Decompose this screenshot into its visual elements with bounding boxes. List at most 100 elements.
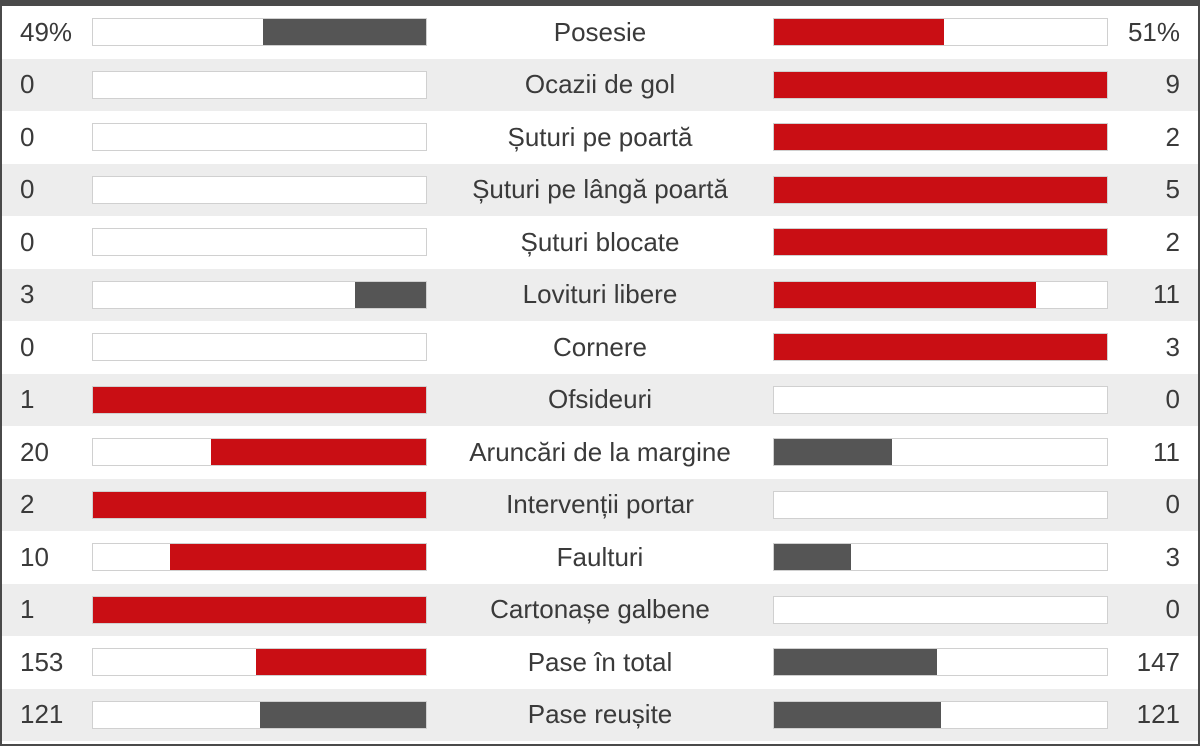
stat-row: 3 Lovituri libere 11 bbox=[2, 269, 1198, 322]
stat-bar-left bbox=[92, 543, 427, 571]
stat-value-left: 1 bbox=[2, 384, 92, 415]
stat-bar-left-fill bbox=[211, 439, 426, 465]
stat-bar-left bbox=[92, 648, 427, 676]
stat-value-right: 3 bbox=[1108, 332, 1198, 363]
stat-bar-left bbox=[92, 438, 427, 466]
stat-value-right: 11 bbox=[1108, 437, 1198, 468]
stat-row: 0 Ocazii de gol 9 bbox=[2, 59, 1198, 112]
stat-bar-right bbox=[773, 281, 1108, 309]
stat-label: Cartonașe galbene bbox=[427, 594, 773, 625]
stat-row: 1 Cartonașe galbene 0 bbox=[2, 584, 1198, 637]
stat-bar-right-fill bbox=[774, 72, 1107, 98]
stat-value-left: 10 bbox=[2, 542, 92, 573]
stat-value-right: 0 bbox=[1108, 489, 1198, 520]
stat-bar-right-fill bbox=[774, 702, 941, 728]
stat-bar-right bbox=[773, 543, 1108, 571]
stat-value-right: 51% bbox=[1108, 17, 1198, 48]
stat-value-right: 121 bbox=[1108, 699, 1198, 730]
stat-value-left: 3 bbox=[2, 279, 92, 310]
stat-value-right: 0 bbox=[1108, 594, 1198, 625]
stat-bar-left-fill bbox=[256, 649, 426, 675]
stat-bar-left-fill bbox=[170, 544, 426, 570]
stat-bar-left-fill bbox=[260, 702, 427, 728]
stat-label: Șuturi blocate bbox=[427, 227, 773, 258]
stat-bar-left bbox=[92, 701, 427, 729]
stat-bar-right bbox=[773, 386, 1108, 414]
stat-row: 0 Cornere 3 bbox=[2, 321, 1198, 374]
stat-value-right: 3 bbox=[1108, 542, 1198, 573]
stat-bar-left bbox=[92, 71, 427, 99]
stat-bar-right-fill bbox=[774, 229, 1107, 255]
stat-row: 121 Pase reușite 121 bbox=[2, 689, 1198, 742]
stat-bar-left bbox=[92, 281, 427, 309]
stat-bar-left-fill bbox=[93, 492, 426, 518]
stat-bar-right bbox=[773, 176, 1108, 204]
stat-bar-right bbox=[773, 491, 1108, 519]
stat-row: 20 Aruncări de la margine 11 bbox=[2, 426, 1198, 479]
stat-label: Șuturi pe poartă bbox=[427, 122, 773, 153]
stat-row: 0 Șuturi pe poartă 2 bbox=[2, 111, 1198, 164]
stat-bar-left bbox=[92, 491, 427, 519]
stat-row: 153Pase în total147 bbox=[2, 636, 1198, 689]
stat-value-left: 0 bbox=[2, 174, 92, 205]
stat-value-left: 0 bbox=[2, 122, 92, 153]
stat-value-right: 0 bbox=[1108, 384, 1198, 415]
stat-value-right: 2 bbox=[1108, 122, 1198, 153]
stat-label: Aruncări de la margine bbox=[427, 437, 773, 468]
stat-bar-right bbox=[773, 648, 1108, 676]
stat-bar-right bbox=[773, 18, 1108, 46]
stat-label: Faulturi bbox=[427, 542, 773, 573]
stat-bar-left-fill bbox=[93, 387, 426, 413]
stat-bar-left bbox=[92, 333, 427, 361]
stat-row: 0 Șuturi pe lângă poartă 5 bbox=[2, 164, 1198, 217]
stat-value-right: 2 bbox=[1108, 227, 1198, 258]
stat-value-left: 0 bbox=[2, 332, 92, 363]
stat-row: 49%Posesie51% bbox=[2, 6, 1198, 59]
stat-value-left: 0 bbox=[2, 69, 92, 100]
stat-row: 0 Șuturi blocate 2 bbox=[2, 216, 1198, 269]
stat-label: Cornere bbox=[427, 332, 773, 363]
stat-label: Pase reușite bbox=[427, 699, 773, 730]
stat-value-left: 2 bbox=[2, 489, 92, 520]
stat-value-right: 5 bbox=[1108, 174, 1198, 205]
stat-value-right: 11 bbox=[1108, 279, 1198, 310]
stats-table: 49%Posesie51%0Ocazii de gol90Șuturi pe p… bbox=[0, 0, 1200, 746]
stat-bar-left-fill bbox=[93, 597, 426, 623]
stat-bar-left bbox=[92, 386, 427, 414]
stat-bar-right-fill bbox=[774, 124, 1107, 150]
stat-label: Lovituri libere bbox=[427, 279, 773, 310]
stat-row: 2 Intervenții portar 0 bbox=[2, 479, 1198, 532]
stat-label: Șuturi pe lângă poartă bbox=[427, 174, 773, 205]
stat-bar-right-fill bbox=[774, 544, 851, 570]
stat-bar-left bbox=[92, 123, 427, 151]
stat-value-right: 9 bbox=[1108, 69, 1198, 100]
stat-bar-right-fill bbox=[774, 649, 937, 675]
stat-bar-right-fill bbox=[774, 439, 892, 465]
stat-value-left: 0 bbox=[2, 227, 92, 258]
stat-bar-right-fill bbox=[774, 282, 1036, 308]
stat-bar-left-fill bbox=[263, 19, 426, 45]
stat-value-left: 121 bbox=[2, 699, 92, 730]
stat-bar-right-fill bbox=[774, 177, 1107, 203]
stat-label: Posesie bbox=[427, 17, 773, 48]
stat-bar-right-fill bbox=[774, 19, 944, 45]
stat-bar-right bbox=[773, 123, 1108, 151]
stat-label: Intervenții portar bbox=[427, 489, 773, 520]
stat-row: 1 Ofsideuri 0 bbox=[2, 374, 1198, 427]
stat-value-left: 153 bbox=[2, 647, 92, 678]
stat-value-left: 1 bbox=[2, 594, 92, 625]
stat-bar-left bbox=[92, 596, 427, 624]
stat-bar-right bbox=[773, 333, 1108, 361]
stat-bar-right bbox=[773, 701, 1108, 729]
stat-label: Ocazii de gol bbox=[427, 69, 773, 100]
stat-row: 10 Faulturi 3 bbox=[2, 531, 1198, 584]
stat-value-left: 20 bbox=[2, 437, 92, 468]
stat-value-right: 147 bbox=[1108, 647, 1198, 678]
stat-bar-left bbox=[92, 18, 427, 46]
stat-bar-right bbox=[773, 596, 1108, 624]
stat-bar-right-fill bbox=[774, 334, 1107, 360]
stat-label: Ofsideuri bbox=[427, 384, 773, 415]
stat-bar-left bbox=[92, 228, 427, 256]
stat-bar-left-fill bbox=[355, 282, 426, 308]
stat-bar-right bbox=[773, 71, 1108, 99]
